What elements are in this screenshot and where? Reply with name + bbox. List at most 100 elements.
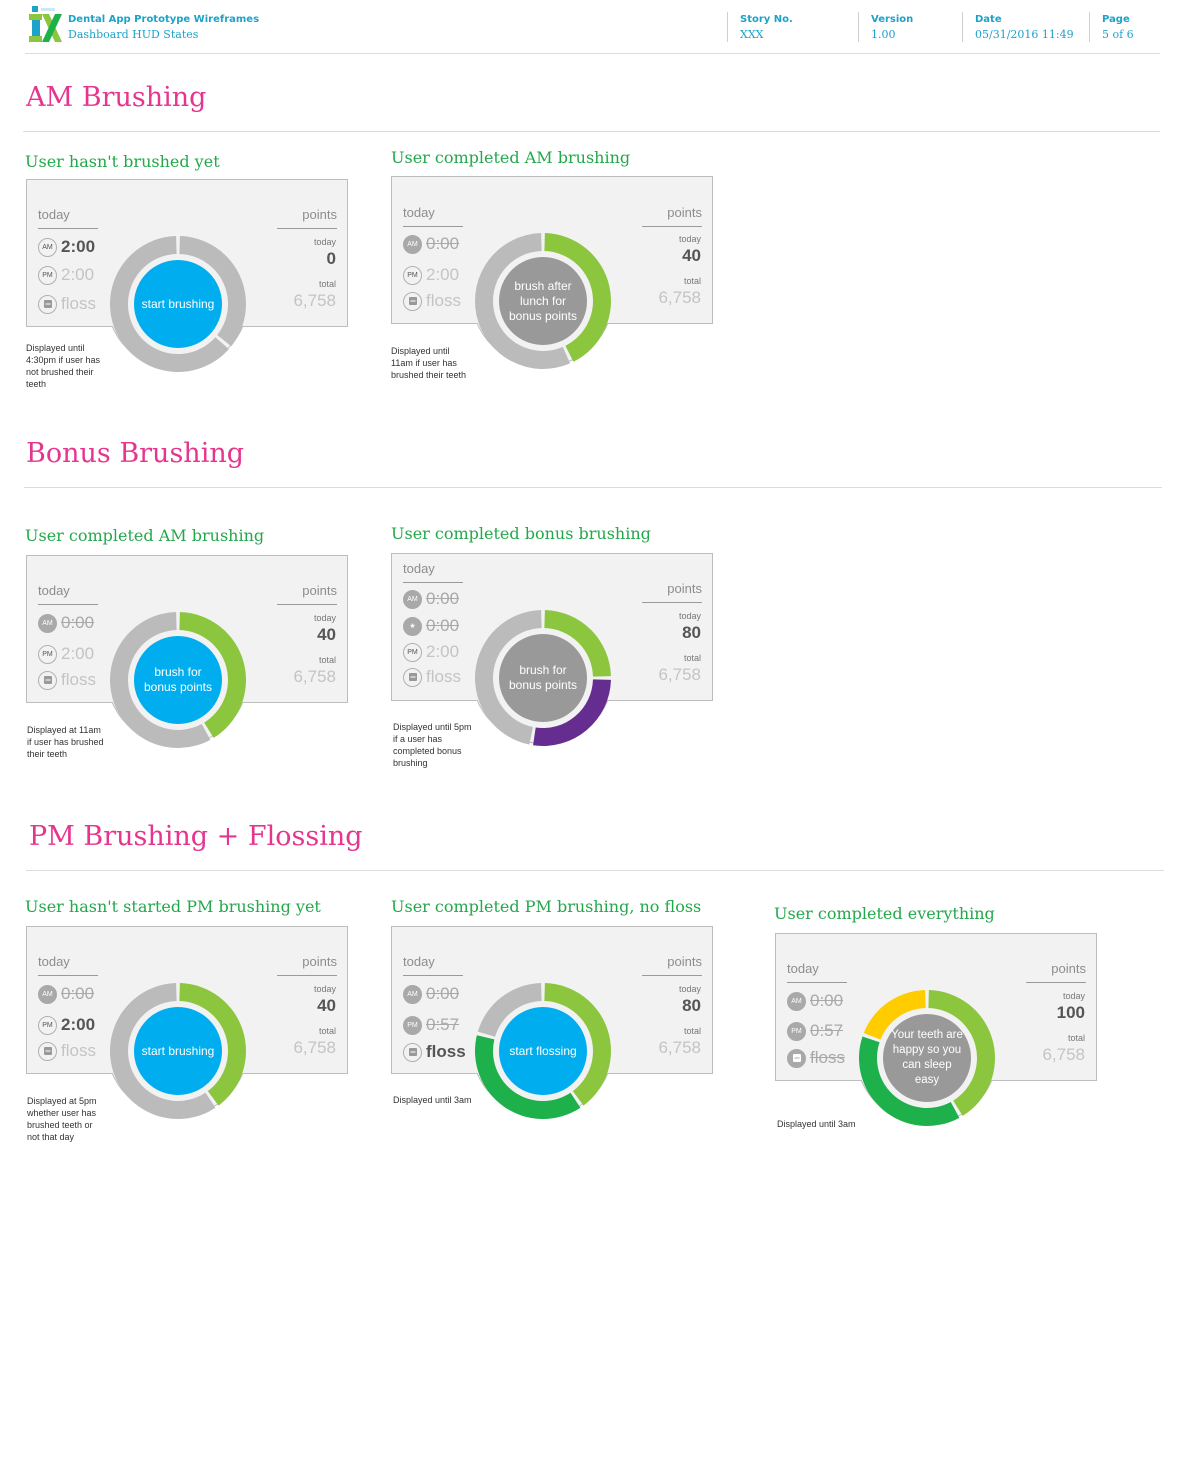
today-header: today [38,954,98,976]
am-row: AM 0:00 [38,612,94,634]
document-subtitle: Dashboard HUD States [68,28,199,41]
points-today-label: today [678,234,701,244]
pm-row: PM 0:57 [787,1020,843,1042]
section-divider [24,487,1162,488]
display-note: Displayed until 5pm if a user has comple… [393,722,472,768]
ring-segment [533,679,611,746]
floss-label: floss [426,667,461,686]
pm-badge-icon: PM [38,644,57,664]
ring-segment [109,236,229,373]
hud-widget: today points AM 2:00 PM 2:00 floss today 0… [26,179,348,379]
hud-widget: today points AM 0:00 PM 0:57 floss today 8… [391,926,713,1126]
floss-label: floss [810,1048,845,1067]
am-badge-icon: AM [403,984,422,1004]
am-badge-icon: AM [38,237,57,257]
section-title-bonus: Bonus Brushing [26,438,245,469]
am-row: AM 0:00 [787,990,843,1012]
star-icon: ★ [403,616,422,636]
ring-segment [863,990,926,1040]
points-header: points [277,207,337,229]
pm-row: PM 2:00 [38,264,94,286]
pm-time: 2:00 [61,265,95,284]
floss-badge-icon [403,1042,422,1062]
progress-ring [475,983,611,1119]
progress-ring [109,236,246,373]
pm-time: 2:00 [61,1015,96,1034]
pm-time: 2:00 [61,644,95,663]
am-badge-icon: AM [403,589,422,609]
pm-badge-icon: PM [38,1015,57,1035]
am-badge-icon: AM [787,991,806,1011]
points-total-value: 6,758 [658,1038,701,1057]
hud-widget: today points AM 0:00 PM 0:57 floss today 1… [775,933,1097,1133]
am-badge-icon: AM [38,613,57,633]
today-header: today [403,205,463,227]
floss-badge-icon [38,1041,57,1061]
ring-segment [179,983,247,1106]
section-divider [26,870,1164,871]
bonus-hint: brush for bonus points [499,634,587,722]
points-today-label: today [313,613,336,623]
state-title: User completed AM brushing [391,148,631,167]
points-header: points [642,581,702,603]
hud-widget: today points AM 0:00 PM 2:00 floss today 4… [391,176,713,376]
points-header: points [642,205,702,227]
pm-badge-icon: PM [38,265,57,285]
start-brushing-button[interactable]: start brushing [134,260,222,348]
state-title: User completed PM brushing, no floss [391,897,702,916]
page-header: Dental App Prototype Wireframes Dashboar… [0,0,1188,56]
today-header: today [403,954,463,976]
ring-segment [544,610,611,677]
points-total-label: total [683,276,701,286]
state-title: User completed AM brushing [25,526,265,545]
am-row: AM 0:00 [403,233,459,255]
pm-time: 0:57 [810,1021,844,1040]
am-row: AM 2:00 [38,236,95,258]
meta-date: Date 05/31/2016 11:49 [962,12,1086,42]
meta-version: Version 1.00 [858,12,958,42]
meta-story-no: Story No. XXX [727,12,855,42]
points-today-label: today [313,984,336,994]
state-title: User completed bonus brushing [391,524,651,543]
pm-badge-icon: PM [403,265,422,285]
bonus-row: ★ 0:00 [403,615,459,637]
today-header: today [403,561,463,583]
points-total-value: 6,758 [293,1038,336,1057]
completion-message: Your teeth are happy so you can sleep ea… [883,1014,971,1102]
start-brushing-button[interactable]: start brushing [134,1007,222,1095]
points-total-value: 6,758 [1042,1045,1085,1064]
ring-segment [179,612,246,738]
floss-row: floss [403,666,461,688]
ring-segment [544,983,611,1106]
points-total-label: total [318,279,336,289]
display-note: Displayed until 4:30pm if user has not b… [26,343,101,389]
today-header: today [38,583,98,605]
start-flossing-button[interactable]: start flossing [499,1007,587,1095]
section-divider [23,131,1160,132]
header-divider [25,53,1160,54]
hud-widget: today points AM 0:00 PM 2:00 floss today 4… [26,926,348,1126]
today-header: today [787,961,847,983]
points-today-label: today [678,984,701,994]
am-row: AM 0:00 [403,983,459,1005]
points-today-value: 40 [682,246,701,265]
start-bonus-brushing-button[interactable]: brush for bonus points [134,636,222,724]
ring-segment [110,612,211,748]
document-title: Dental App Prototype Wireframes [68,14,260,25]
pm-row: PM 2:00 [403,641,459,663]
points-today-value: 0 [326,249,336,268]
ring-segment [475,610,542,745]
section-title-am: AM Brushing [26,82,207,113]
bonus-time: 0:00 [426,616,460,635]
points-total-label: total [683,1026,701,1036]
pm-badge-icon: PM [403,642,422,662]
floss-label: floss [426,291,461,310]
company-logo-icon [29,6,62,42]
floss-row: floss [403,1041,466,1063]
points-total-label: total [1067,1033,1085,1043]
points-total-value: 6,758 [658,665,701,684]
points-today-value: 40 [317,996,336,1015]
ring-segment [859,1036,960,1126]
progress-ring [859,990,995,1126]
pm-badge-icon: PM [787,1021,806,1041]
